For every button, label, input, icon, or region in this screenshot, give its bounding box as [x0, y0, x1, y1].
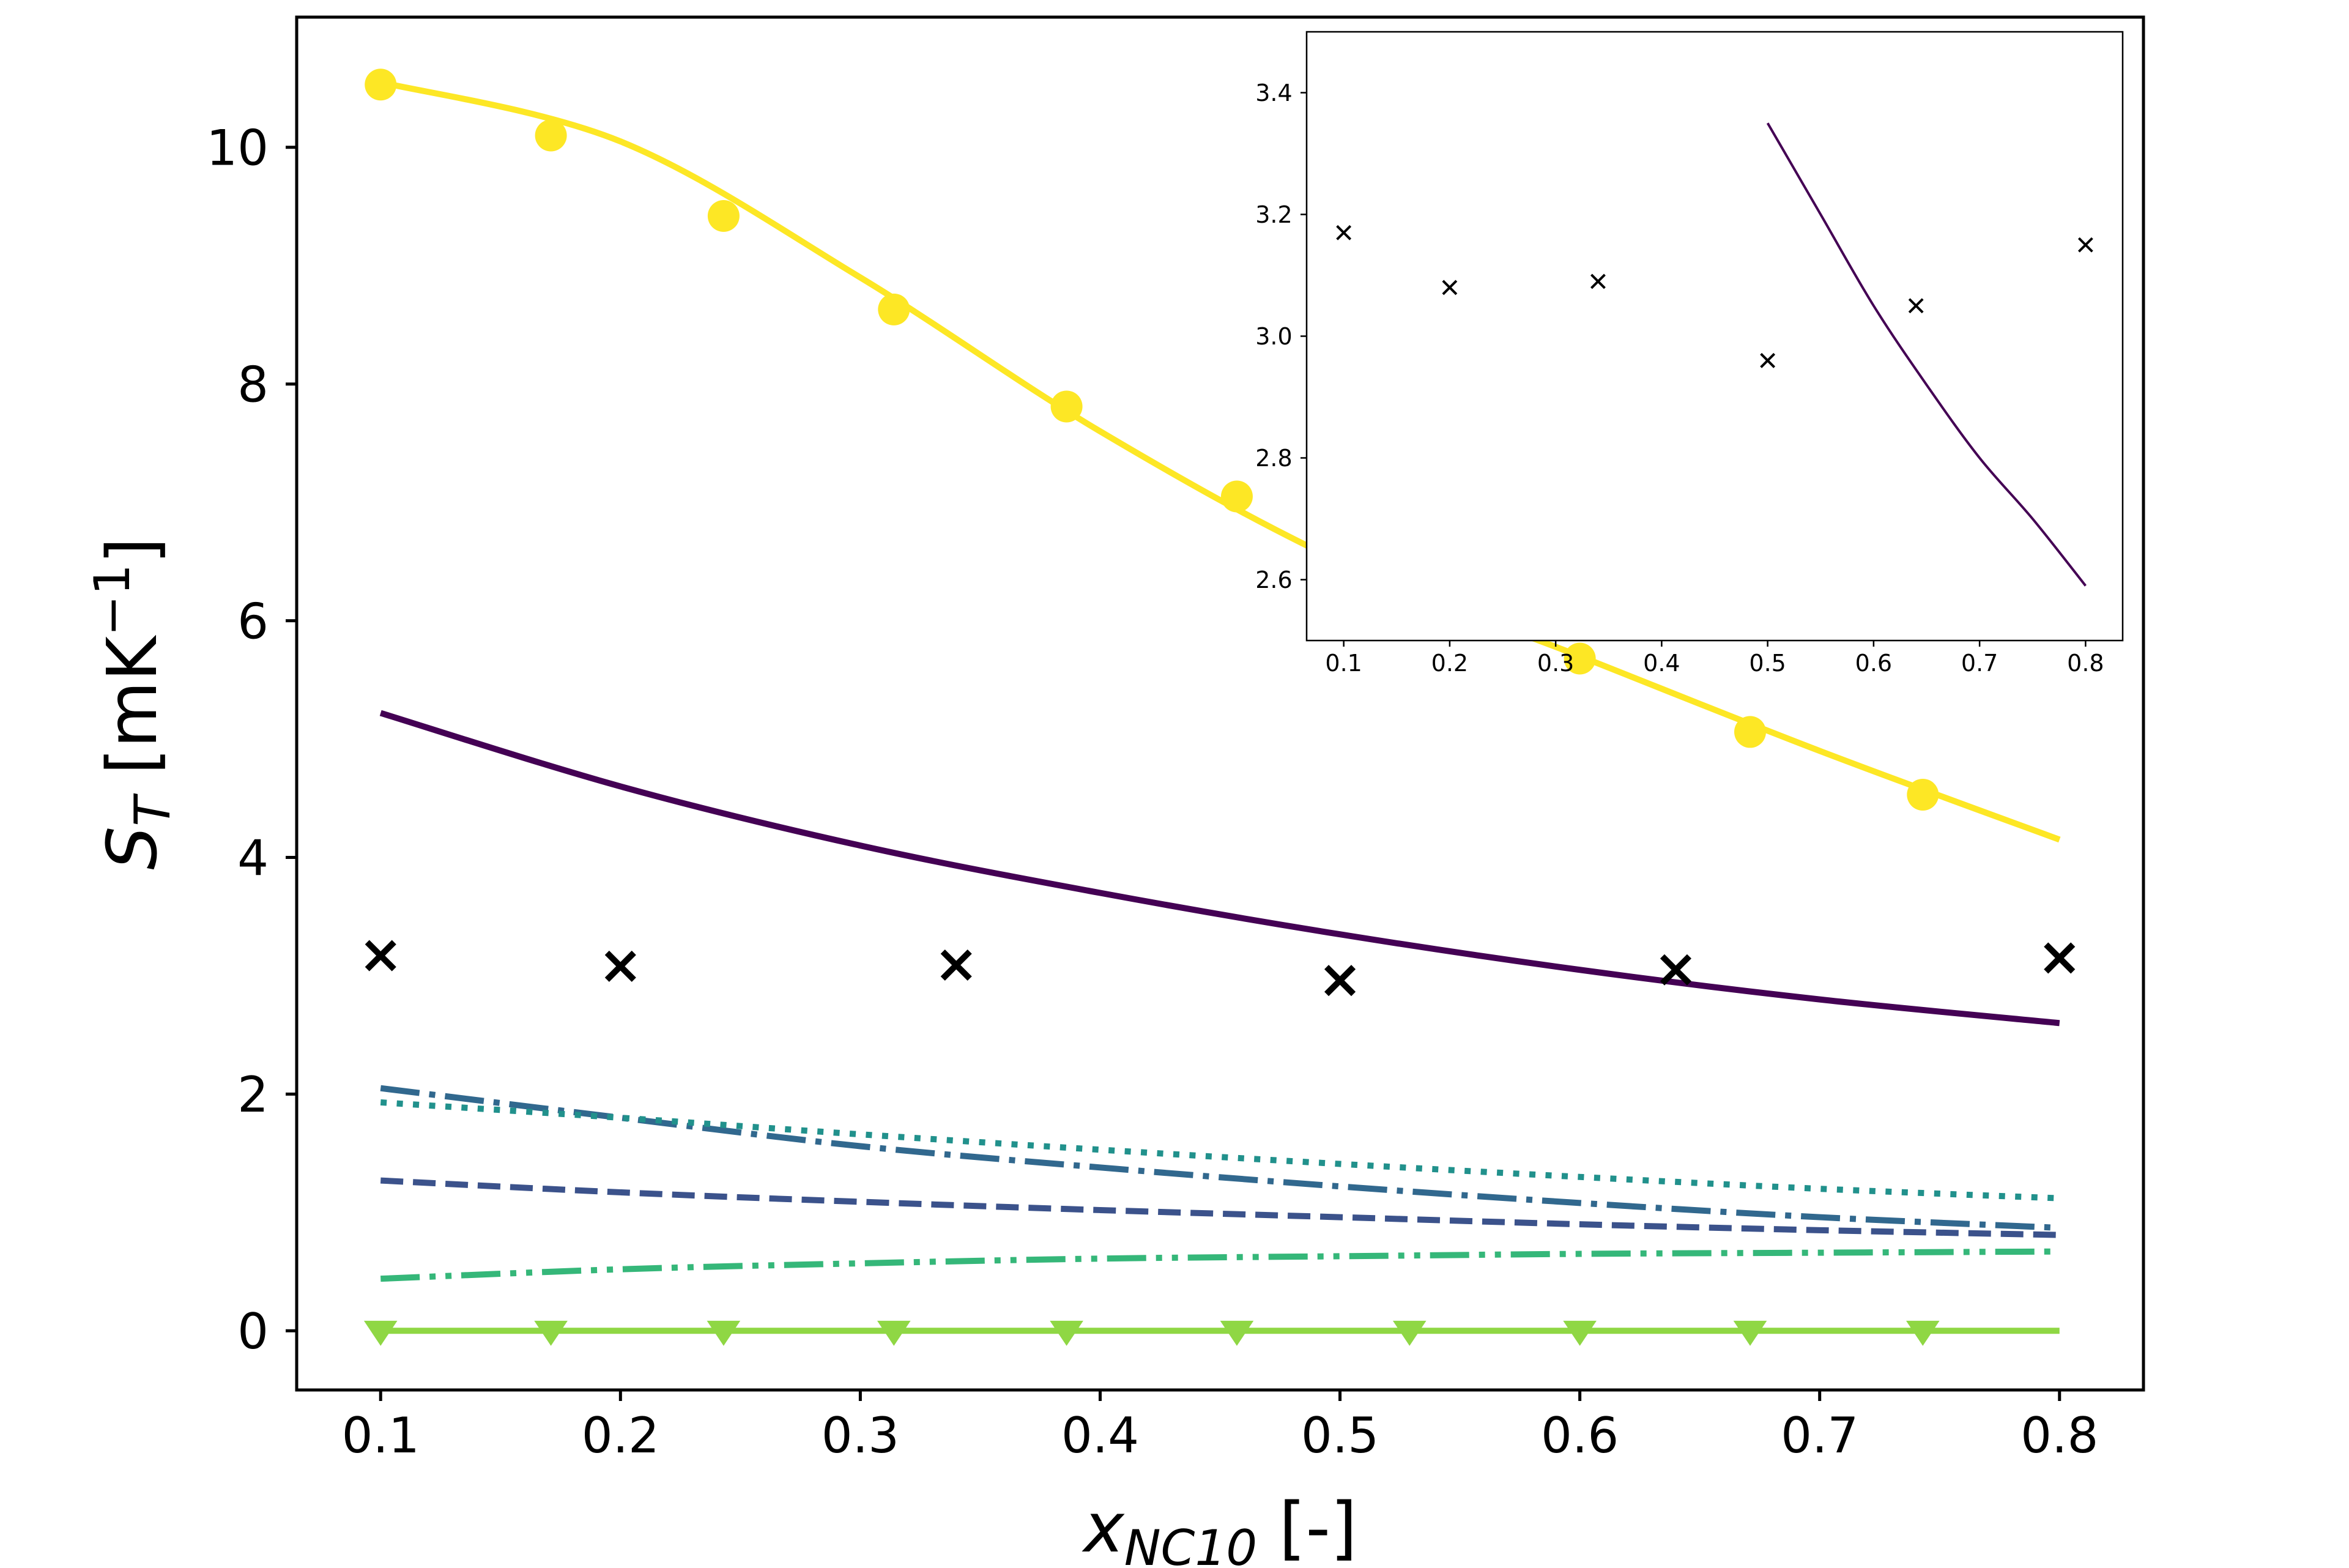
series-0-point	[1907, 778, 1939, 811]
y-tick-label: 3.4	[1255, 80, 1292, 106]
x-tick-label: 0.2	[582, 1407, 659, 1464]
series-7-point	[534, 1320, 568, 1346]
x-tick-label: 0.6	[1855, 650, 1892, 677]
x-tick-label: 0.2	[1431, 650, 1468, 677]
series-3	[380, 1085, 2060, 1231]
series-1-point	[1908, 298, 1924, 314]
y-axis-label-main: S	[93, 827, 173, 870]
y-tick-label: 8	[237, 356, 269, 413]
series-7-point	[1906, 1320, 1940, 1346]
x-tick-label: 0.3	[822, 1407, 899, 1464]
series-2-point	[604, 950, 636, 982]
x-tick-label: 0.6	[1541, 1407, 1619, 1464]
x-axis-label-suffix: [-]	[1257, 1488, 1357, 1568]
series-0-point	[878, 293, 910, 325]
series-2-point	[2044, 942, 2076, 974]
series-1-point	[1760, 352, 1776, 368]
series-0-point	[365, 69, 397, 101]
series-2	[365, 940, 2076, 997]
y-tick-label: 0	[237, 1303, 269, 1360]
x-tick-label: 0.8	[2021, 1407, 2098, 1464]
series-7-point	[1050, 1320, 1083, 1346]
series-7-point	[707, 1320, 741, 1346]
series-5	[380, 1177, 2060, 1238]
series-0-point	[1564, 642, 1596, 675]
y-tick-label: 6	[237, 593, 269, 650]
series-1-point	[1442, 280, 1458, 295]
y-tick-label: 2	[237, 1066, 269, 1123]
series-0-line	[380, 79, 2061, 843]
x-tick-label: 0.7	[1781, 1407, 1858, 1464]
series-7-point	[1563, 1320, 1597, 1346]
y-tick-label: 10	[206, 120, 269, 177]
x-tick-label: 0.4	[1643, 650, 1680, 677]
inset-series-layer	[1336, 122, 2093, 587]
main-y-axis: 0 2 4 6 8 10	[206, 120, 297, 1360]
series-2-point	[940, 949, 972, 981]
x-tick-label: 0.8	[2067, 650, 2104, 677]
inset-x-axis: 0.1 0.2 0.3 0.4 0.5 0.6 0.7 0.8	[1325, 641, 2104, 677]
y-tick-label: 3.0	[1255, 323, 1292, 350]
inset-plot-area	[1307, 32, 2123, 641]
x-tick-label: 0.1	[1325, 650, 1362, 677]
x-axis-label-main: x	[1082, 1488, 1125, 1568]
x-tick-label: 0.5	[1749, 650, 1786, 677]
series-1	[379, 710, 2060, 1027]
y-tick-label: 3.2	[1255, 201, 1292, 228]
series-7-point	[1220, 1320, 1254, 1346]
series-0-point	[1220, 480, 1253, 513]
inset-plot: 0.1 0.2 0.3 0.4 0.5 0.6 0.7 0.8 2.6 2.8 3.0 3.2 3.4	[1255, 31, 2124, 677]
y-axis-label-sub: T	[124, 793, 181, 827]
y-tick-label: 2.8	[1255, 445, 1292, 472]
series-6	[380, 1248, 2060, 1282]
series-7	[363, 1320, 2060, 1346]
y-axis-label-sup: −1	[84, 564, 141, 636]
y-tick-label: 4	[237, 830, 269, 886]
series-1	[1336, 225, 2093, 368]
x-tick-label: 0.7	[1961, 650, 1998, 677]
series-2-point	[1324, 965, 1356, 997]
series-2-point	[365, 940, 396, 972]
x-tick-label: 0.1	[342, 1407, 420, 1464]
series-1-point	[2077, 237, 2093, 253]
series-0-point	[1734, 716, 1766, 748]
x-tick-label: 0.3	[1537, 650, 1574, 677]
x-tick-label: 0.4	[1061, 1407, 1139, 1464]
y-axis-label-close: ]	[93, 537, 173, 564]
series-0-line	[1766, 122, 2087, 587]
series-1-point	[1336, 225, 1352, 240]
y-axis-label: ST [mK−1]	[84, 537, 181, 869]
series-0-point	[535, 119, 567, 152]
inset-y-axis: 2.6 2.8 3.0 3.2 3.4	[1255, 80, 1307, 593]
y-axis-label-suffix: [mK	[93, 634, 173, 796]
series-7-point	[363, 1320, 398, 1346]
series-6-line	[380, 1248, 2060, 1282]
series-0	[1766, 122, 2087, 587]
main-x-axis: 0.1 0.2 0.3 0.4 0.5 0.6 0.7 0.8	[342, 1390, 2098, 1464]
series-0-point	[707, 199, 740, 232]
y-tick-label: 2.6	[1255, 567, 1292, 593]
x-axis-label: xNC10 [-]	[1082, 1488, 1357, 1568]
main-series-layer	[363, 69, 2076, 1346]
main-plot-frame	[295, 15, 2145, 1392]
series-0	[365, 69, 2061, 843]
x-axis-label-sub: NC10	[1124, 1520, 1258, 1568]
series-7-point	[1392, 1320, 1427, 1346]
x-tick-label: 0.5	[1301, 1407, 1379, 1464]
series-1-point	[1590, 273, 1606, 289]
series-2-point	[1660, 954, 1691, 986]
series-7-point	[1733, 1320, 1767, 1346]
series-3-line	[380, 1085, 2060, 1231]
series-5-line	[380, 1177, 2060, 1238]
series-0-point	[1050, 390, 1083, 423]
series-1-line	[379, 710, 2060, 1027]
series-7-point	[877, 1320, 911, 1346]
